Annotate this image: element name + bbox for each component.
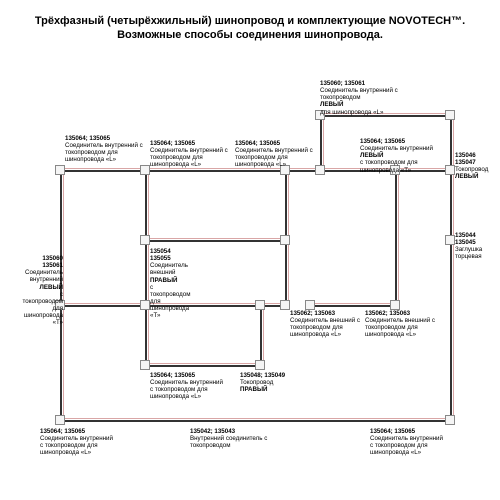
part-label: 135062; 135063Соединитель внешний с токо… xyxy=(365,310,435,339)
part-label: 135064; 135065Соединитель внутренний с т… xyxy=(370,428,445,457)
connector-node xyxy=(445,235,455,245)
track-stripe-h xyxy=(145,238,285,239)
connector-node xyxy=(140,235,150,245)
track-segment-h xyxy=(145,365,260,367)
track-segment-v xyxy=(320,115,322,170)
track-segment-v xyxy=(395,170,397,305)
track-layout-diagram: 135060; 135061Соединитель внутренний с т… xyxy=(0,60,500,500)
part-label: 135060135061Соединитель внутреннийЛЕВЫЙс… xyxy=(18,255,63,326)
connector-node xyxy=(280,235,290,245)
connector-node xyxy=(140,360,150,370)
part-label: 135060; 135061Соединитель внутренний с т… xyxy=(320,80,400,116)
track-segment-v xyxy=(450,115,452,420)
connector-node xyxy=(140,300,150,310)
track-segment-h xyxy=(145,240,285,242)
track-segment-v xyxy=(260,305,262,365)
connector-node xyxy=(315,165,325,175)
track-segment-h xyxy=(310,305,395,307)
track-stripe-h xyxy=(145,363,260,364)
part-label: 135064; 135065Соединитель внутренний с т… xyxy=(235,140,315,169)
title-line-2: Возможные способы соединения шинопровода… xyxy=(0,28,500,42)
part-label: 135046135047ТокопроводЛЕВЫЙ xyxy=(455,152,495,181)
part-label: 135054135055Соединитель внешнийПРАВЫЙс т… xyxy=(150,248,195,319)
track-segment-h xyxy=(60,420,450,422)
connector-node xyxy=(390,300,400,310)
part-label: 135064; 135065Соединитель внутренний с т… xyxy=(65,135,145,164)
track-stripe-v xyxy=(323,115,324,170)
connector-node xyxy=(445,165,455,175)
track-segment-v xyxy=(145,305,147,365)
part-label: 135064; 135065Соединитель внутренний с т… xyxy=(150,372,225,401)
connector-node xyxy=(55,415,65,425)
part-label: 135062; 135063Соединитель внешний с токо… xyxy=(290,310,360,339)
track-stripe-v xyxy=(148,305,149,365)
track-stripe-v xyxy=(63,170,64,420)
track-stripe-v xyxy=(398,170,399,305)
track-stripe-h xyxy=(310,303,395,304)
track-stripe-v xyxy=(263,305,264,365)
part-label: 135048; 135049ТокопроводПРАВЫЙ xyxy=(240,372,310,393)
track-stripe-v xyxy=(453,115,454,420)
part-label: 135042; 135043Внутренний соединитель с т… xyxy=(190,428,270,449)
title-line-1: Трёхфазный (четырёхжильный) шинопровод и… xyxy=(0,14,500,28)
part-label: 135064; 135065Соединитель внутреннийЛЕВЫ… xyxy=(360,138,440,174)
connector-node xyxy=(280,300,290,310)
part-label: 135044135045Заглушка торцевая xyxy=(455,232,495,261)
connector-node xyxy=(255,360,265,370)
connector-node xyxy=(140,165,150,175)
connector-node xyxy=(445,110,455,120)
track-stripe-h xyxy=(60,418,450,419)
part-label: 135064; 135065Соединитель внутренний с т… xyxy=(40,428,115,457)
diagram-title: Трёхфазный (четырёхжильный) шинопровод и… xyxy=(0,0,500,43)
connector-node xyxy=(255,300,265,310)
connector-node xyxy=(445,415,455,425)
connector-node xyxy=(305,300,315,310)
connector-node xyxy=(55,165,65,175)
part-label: 135064; 135065Соединитель внутренний с т… xyxy=(150,140,230,169)
